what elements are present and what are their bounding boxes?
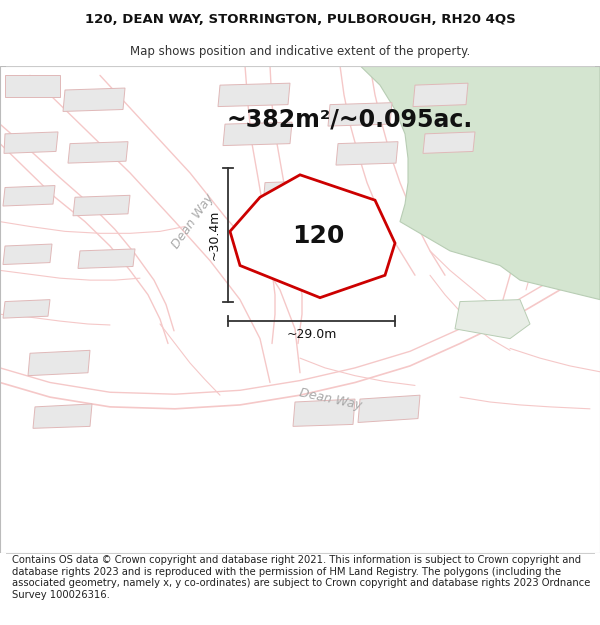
Text: Dean Way: Dean Way — [169, 192, 217, 251]
Polygon shape — [455, 299, 530, 339]
Polygon shape — [360, 66, 600, 299]
Text: 120, DEAN WAY, STORRINGTON, PULBOROUGH, RH20 4QS: 120, DEAN WAY, STORRINGTON, PULBOROUGH, … — [85, 13, 515, 26]
Polygon shape — [3, 244, 52, 264]
Polygon shape — [33, 404, 92, 428]
Text: Dean Way: Dean Way — [298, 386, 362, 412]
Polygon shape — [73, 195, 130, 216]
Polygon shape — [423, 132, 475, 153]
Polygon shape — [328, 102, 392, 126]
Text: 120: 120 — [292, 224, 344, 248]
Polygon shape — [266, 219, 322, 245]
Polygon shape — [218, 83, 290, 107]
Polygon shape — [5, 76, 60, 97]
Polygon shape — [263, 181, 320, 206]
Polygon shape — [28, 351, 90, 376]
Polygon shape — [230, 175, 395, 298]
Text: Contains OS data © Crown copyright and database right 2021. This information is : Contains OS data © Crown copyright and d… — [12, 555, 590, 600]
Polygon shape — [3, 186, 55, 206]
Text: ~30.4m: ~30.4m — [208, 209, 221, 260]
Polygon shape — [4, 132, 58, 153]
Polygon shape — [293, 399, 355, 426]
Polygon shape — [413, 83, 468, 107]
Polygon shape — [63, 88, 125, 111]
Polygon shape — [3, 299, 50, 318]
Polygon shape — [358, 395, 420, 422]
Text: Map shows position and indicative extent of the property.: Map shows position and indicative extent… — [130, 45, 470, 58]
Text: ~382m²/~0.095ac.: ~382m²/~0.095ac. — [227, 107, 473, 131]
Polygon shape — [68, 142, 128, 163]
Polygon shape — [336, 142, 398, 165]
Polygon shape — [223, 122, 292, 146]
Polygon shape — [78, 249, 135, 268]
Text: ~29.0m: ~29.0m — [286, 328, 337, 341]
